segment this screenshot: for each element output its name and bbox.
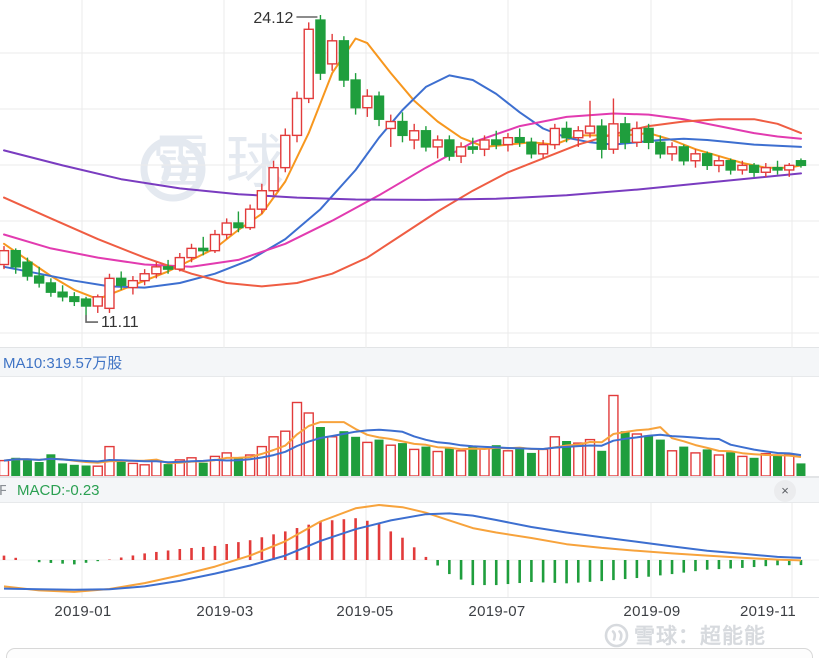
x-axis: 2019-01 2019-03 2019-05 2019-07 2019-09 2019-…	[0, 598, 819, 628]
macd-pane	[0, 503, 819, 598]
volume-ma-layer	[3, 421, 802, 465]
candlestick-canvas[interactable]: 24.12 11.11	[0, 0, 819, 348]
ma-lines-layer	[3, 37, 802, 301]
volume-pane	[0, 377, 819, 478]
volume-canvas[interactable]	[0, 377, 819, 477]
volume-bars-layer	[0, 394, 806, 477]
macd-dea-line	[3, 512, 802, 591]
macd-label-strip: F MACD:-0.23	[0, 478, 819, 503]
clipped-text-fragment: F	[0, 481, 6, 499]
candles-layer	[0, 14, 807, 316]
ma-line-blue	[3, 74, 802, 289]
x-axis-label: 2019-09	[623, 603, 681, 620]
volume-ma10-line	[3, 428, 802, 464]
low-price-annotation: 11.11	[101, 314, 139, 331]
macd-value-label: MACD:-0.23	[17, 481, 100, 499]
macd-histogram-layer	[2, 518, 803, 586]
x-axis-label: 2019-05	[336, 603, 394, 620]
volume-label-strip: MA10:319.57万股	[0, 348, 819, 377]
x-axis-label: 2019-11	[739, 603, 797, 620]
x-axis-label: 2019-01	[54, 603, 112, 620]
price-annotations: 24.12 11.11	[85, 10, 318, 331]
volume-ma-label: MA10:319.57万股	[3, 354, 123, 372]
toolbar-partial	[6, 648, 813, 658]
grid-lines	[0, 0, 819, 348]
ma-line-orange	[3, 37, 802, 301]
candlestick-pane: 雪球 24.12 11.11	[0, 0, 819, 348]
close-indicator-button[interactable]: ×	[774, 480, 796, 502]
macd-lines-layer	[3, 504, 802, 593]
high-price-annotation: 24.12	[253, 10, 293, 27]
macd-canvas[interactable]	[0, 503, 819, 597]
macd-dif-line	[3, 504, 802, 593]
x-axis-label: 2019-07	[468, 603, 526, 620]
x-axis-label: 2019-03	[196, 603, 254, 620]
ma-line-purple	[3, 149, 802, 201]
